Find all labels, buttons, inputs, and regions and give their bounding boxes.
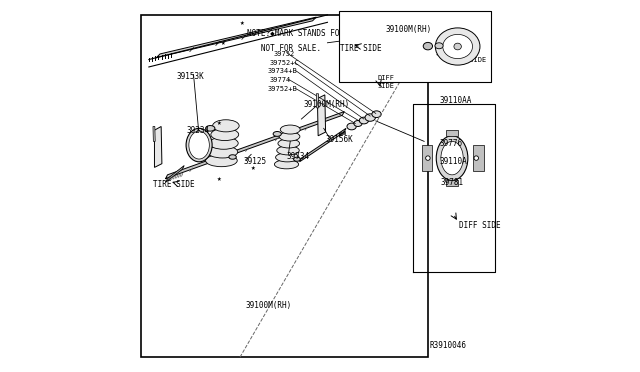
Text: DIFF SIDE: DIFF SIDE: [449, 57, 486, 62]
Text: ★: ★: [251, 163, 255, 172]
Text: 39234: 39234: [186, 126, 209, 135]
Ellipse shape: [365, 114, 376, 121]
Text: 39781: 39781: [441, 178, 464, 187]
Text: 39734+B: 39734+B: [268, 68, 298, 74]
Text: 39110A: 39110A: [439, 157, 467, 166]
Polygon shape: [317, 95, 326, 136]
Text: 39156K: 39156K: [326, 135, 353, 144]
Ellipse shape: [354, 121, 362, 126]
Text: ★: ★: [217, 118, 222, 127]
Ellipse shape: [275, 160, 299, 169]
Polygon shape: [154, 126, 162, 167]
Ellipse shape: [359, 117, 369, 124]
Text: 39734: 39734: [287, 152, 310, 161]
Ellipse shape: [201, 135, 204, 138]
Text: 39153K: 39153K: [177, 72, 205, 81]
Text: R3910046: R3910046: [430, 341, 467, 350]
Polygon shape: [300, 128, 346, 162]
Polygon shape: [472, 145, 484, 171]
Polygon shape: [316, 94, 319, 108]
Ellipse shape: [189, 131, 209, 159]
Text: NOTE:◆MARK STANDS FOR: NOTE:◆MARK STANDS FOR: [248, 29, 344, 38]
Ellipse shape: [435, 28, 480, 65]
Ellipse shape: [372, 111, 381, 118]
Ellipse shape: [204, 144, 207, 147]
Text: 39110AA: 39110AA: [439, 96, 472, 105]
Ellipse shape: [278, 139, 300, 148]
Bar: [141, 15, 428, 357]
Ellipse shape: [347, 123, 356, 130]
Text: 39752+B: 39752+B: [268, 86, 298, 92]
Text: 39100M(RH): 39100M(RH): [246, 301, 292, 310]
Ellipse shape: [276, 153, 299, 162]
Ellipse shape: [436, 136, 468, 180]
Text: 39125: 39125: [244, 157, 267, 166]
Text: 39752: 39752: [273, 51, 295, 57]
Ellipse shape: [195, 135, 197, 138]
Bar: [339, 11, 491, 82]
Ellipse shape: [435, 43, 443, 49]
Ellipse shape: [423, 42, 433, 50]
Text: TIRE SIDE: TIRE SIDE: [340, 44, 382, 53]
Text: ★: ★: [221, 38, 225, 47]
Ellipse shape: [195, 152, 197, 155]
Polygon shape: [422, 145, 431, 171]
Ellipse shape: [205, 155, 237, 167]
Ellipse shape: [294, 157, 300, 161]
Text: 39752+C: 39752+C: [270, 60, 300, 66]
Ellipse shape: [211, 128, 239, 141]
Text: 39100M(RH): 39100M(RH): [303, 100, 349, 109]
Text: ★: ★: [239, 18, 244, 27]
Ellipse shape: [207, 146, 237, 158]
Text: TIRE SIDE: TIRE SIDE: [152, 180, 194, 189]
Text: DIFF SIDE: DIFF SIDE: [460, 221, 501, 230]
Text: 39774: 39774: [270, 77, 291, 83]
Polygon shape: [447, 180, 458, 186]
Text: DIFF: DIFF: [378, 75, 395, 81]
Text: ★: ★: [217, 174, 222, 183]
Polygon shape: [153, 126, 156, 141]
Ellipse shape: [454, 43, 461, 50]
Ellipse shape: [474, 156, 479, 160]
Polygon shape: [447, 130, 458, 136]
Text: 39100M(RH): 39100M(RH): [385, 25, 431, 34]
Ellipse shape: [212, 120, 239, 132]
Ellipse shape: [273, 132, 282, 137]
Ellipse shape: [191, 144, 194, 147]
Ellipse shape: [443, 35, 472, 58]
Ellipse shape: [279, 132, 300, 141]
Polygon shape: [156, 17, 316, 58]
Ellipse shape: [276, 146, 300, 155]
Text: NOT FOR SALE.: NOT FOR SALE.: [248, 44, 321, 53]
Ellipse shape: [201, 152, 204, 155]
Ellipse shape: [229, 155, 236, 159]
Ellipse shape: [205, 126, 215, 131]
Ellipse shape: [441, 141, 463, 175]
Ellipse shape: [209, 137, 238, 149]
Text: 39776: 39776: [439, 139, 462, 148]
Text: SIDE: SIDE: [378, 83, 395, 89]
Polygon shape: [166, 166, 184, 182]
Polygon shape: [166, 112, 344, 179]
Ellipse shape: [426, 156, 430, 160]
Ellipse shape: [186, 128, 212, 162]
Ellipse shape: [280, 125, 300, 134]
